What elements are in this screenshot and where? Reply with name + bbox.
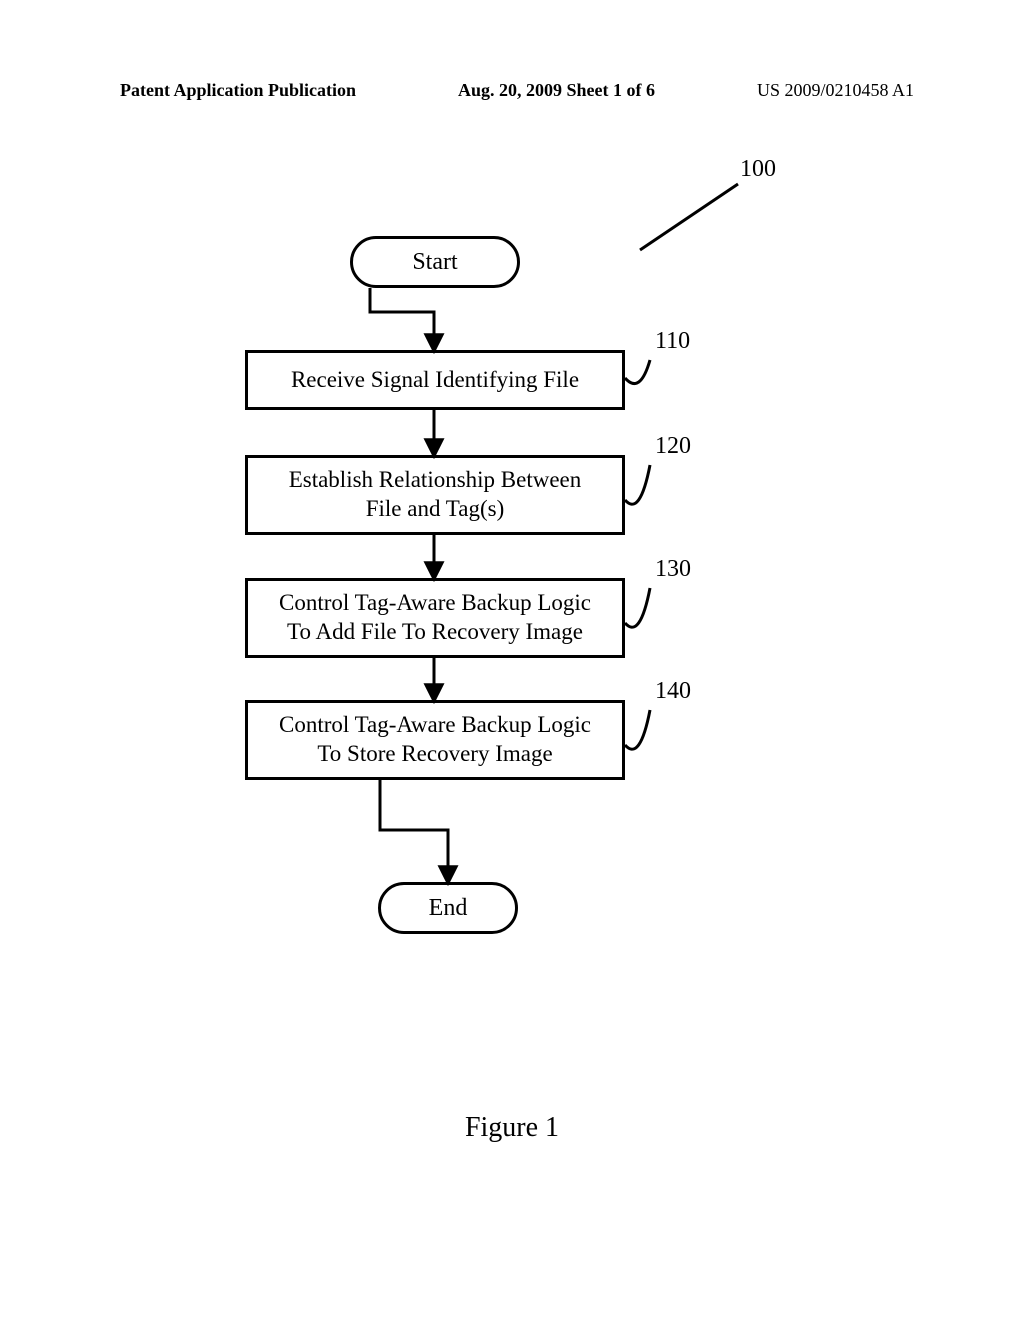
ref-130: 130 (655, 556, 691, 583)
terminator-end: End (378, 882, 518, 934)
process-140: Control Tag-Aware Backup LogicTo Store R… (245, 700, 625, 780)
ref-140: 140 (655, 678, 691, 705)
figure-caption: Figure 1 (0, 1112, 1024, 1144)
process-140-label: Control Tag-Aware Backup LogicTo Store R… (279, 711, 591, 769)
page: Patent Application Publication Aug. 20, … (0, 0, 1024, 1320)
ref-100: 100 (740, 156, 776, 183)
process-130-label: Control Tag-Aware Backup LogicTo Add Fil… (279, 589, 591, 647)
process-120: Establish Relationship BetweenFile and T… (245, 455, 625, 535)
terminator-start-label: Start (412, 249, 457, 276)
process-110-label: Receive Signal Identifying File (291, 366, 579, 395)
process-130: Control Tag-Aware Backup LogicTo Add Fil… (245, 578, 625, 658)
process-110: Receive Signal Identifying File (245, 350, 625, 410)
terminator-start: Start (350, 236, 520, 288)
ref-110: 110 (655, 328, 690, 355)
terminator-end-label: End (429, 895, 468, 922)
ref-120: 120 (655, 433, 691, 460)
process-120-label: Establish Relationship BetweenFile and T… (289, 466, 582, 524)
